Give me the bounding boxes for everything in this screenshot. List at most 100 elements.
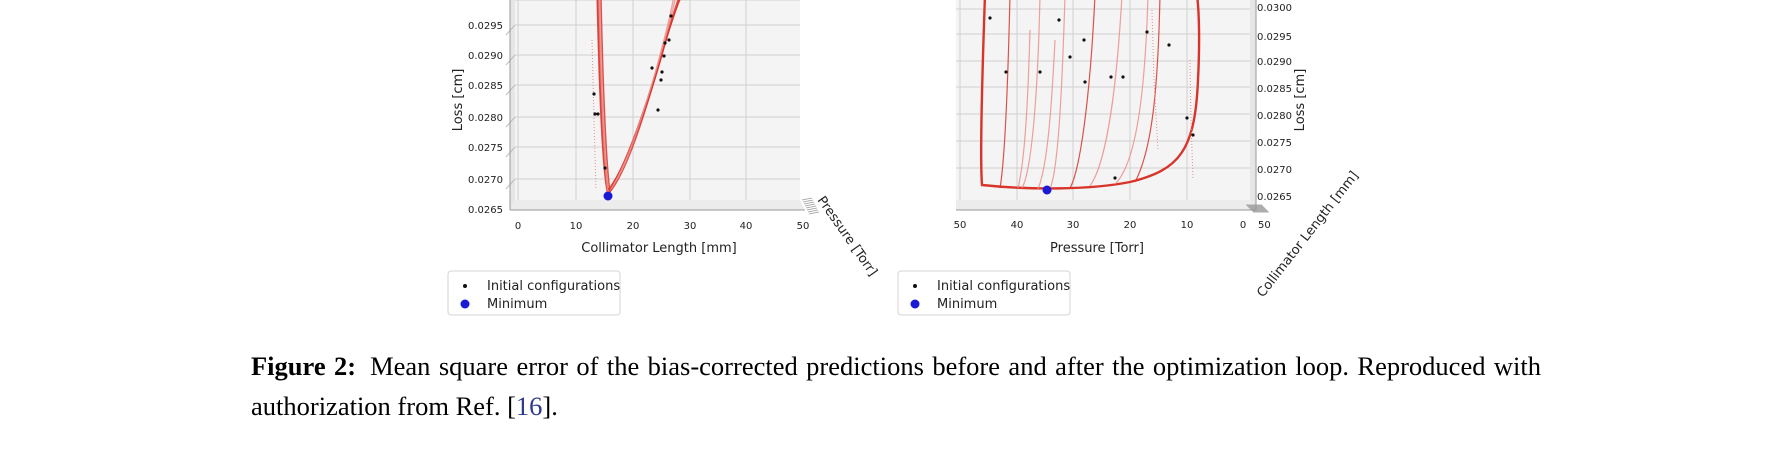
- y-axis-label: Loss [cm]: [1293, 69, 1308, 132]
- y-tick: 0.0285: [468, 81, 503, 92]
- y-tick: 0.0275: [1257, 138, 1292, 149]
- initial-config-point: [1185, 116, 1189, 120]
- y-tick: 0.0270: [468, 175, 503, 186]
- initial-config-point: [660, 70, 664, 74]
- initial-config-point: [662, 54, 666, 58]
- minimum-point: [603, 191, 613, 201]
- trajectory-curve: [1049, 0, 1066, 190]
- trajectory-curve: [600, 0, 680, 194]
- figure-caption: Figure 2: Mean square error of the bias-c…: [251, 346, 1541, 426]
- initial-config-point: [669, 14, 673, 18]
- initial-config-point: [1121, 75, 1125, 79]
- loss-vs-pressure-plot: 0.0300 0.0295 0.0290 0.0285 0.0280 0.027…: [890, 0, 1362, 320]
- initial-config-point: [1109, 75, 1113, 79]
- trajectory-curve: [1069, 0, 1096, 189]
- depth-tick-mark: [802, 199, 814, 203]
- y-tick: 0.0295: [1257, 32, 1292, 43]
- initial-config-point: [1068, 55, 1072, 59]
- depth-tick-mark: [804, 203, 816, 207]
- trajectory-curve: [1089, 0, 1123, 187]
- x-axis-label: Collimator Length [mm]: [581, 241, 736, 256]
- trajectory-curve: [591, 39, 597, 191]
- depth-tick-mark: [805, 205, 817, 209]
- side-pane: [1250, 0, 1256, 210]
- legend: Initial configurations Minimum: [897, 270, 1071, 316]
- y-tick: 0.0295: [468, 21, 503, 32]
- initial-config-point: [603, 166, 607, 170]
- loss-vs-collimator-svg: 0.0295 0.0290 0.0285 0.0280 0.0275 0.027…: [447, 0, 880, 316]
- trajectory-curve: [1134, 0, 1161, 183]
- legend-minimum-label: Minimum: [937, 297, 997, 312]
- depth-tick-mark: [801, 197, 813, 201]
- depth-tick-mark: [806, 207, 818, 211]
- side-pane: [510, 0, 515, 210]
- trajectory-curves: [591, 0, 681, 196]
- legend-minimum-label: Minimum: [487, 297, 547, 312]
- x-tick: 20: [627, 221, 640, 232]
- x-tick: 20: [1124, 220, 1137, 231]
- x-tick: 50: [954, 220, 967, 231]
- y-tick: 0.0280: [1257, 111, 1292, 122]
- trajectory-curve: [979, 0, 1201, 190]
- grid-lines: [505, 0, 820, 215]
- y-tick: 0.0265: [1257, 192, 1292, 203]
- depth-axis-label: Pressure [Torr]: [814, 194, 880, 280]
- minimum-point: [1042, 185, 1052, 195]
- legend-initial-marker: [463, 284, 467, 288]
- back-pane: [515, 0, 800, 200]
- floor-pane: [510, 200, 805, 210]
- x-tick: 40: [740, 221, 753, 232]
- legend-box: [447, 270, 621, 316]
- caption-text: Mean square error of the bias-corrected …: [251, 351, 1541, 421]
- trajectory-curve: [1017, 29, 1031, 189]
- initial-config-point: [988, 16, 992, 20]
- y-tick: 0.0275: [468, 143, 503, 154]
- x-tick: 50: [797, 221, 810, 232]
- x-tick: 10: [1181, 220, 1194, 231]
- legend: Initial configurations Minimum: [447, 270, 621, 316]
- y-tick: 0.0300: [1257, 3, 1292, 14]
- legend-initial-label: Initial configurations: [937, 279, 1070, 294]
- legend-minimum-marker: [910, 299, 920, 309]
- depth-tick-mark: [803, 201, 815, 205]
- depth-axis-label: Collimator Length [mm]: [1254, 169, 1362, 301]
- x-axis-label: Pressure [Torr]: [1050, 241, 1144, 256]
- trajectory-curve: [999, 0, 1011, 189]
- figure-number: Figure 2:: [251, 351, 357, 381]
- y-tick: 0.0290: [468, 51, 503, 62]
- initial-config-point: [596, 112, 600, 116]
- trajectory-curve: [598, 0, 674, 196]
- y-tick: 0.0270: [1257, 165, 1292, 176]
- initial-config-point: [1145, 30, 1149, 34]
- y-axis-label: Loss [cm]: [451, 69, 466, 132]
- initial-config-point: [593, 112, 597, 116]
- legend-initial-marker: [913, 284, 917, 288]
- initial-config-point: [592, 92, 596, 96]
- legend-minimum-marker: [460, 299, 470, 309]
- initial-config-point: [1038, 70, 1042, 74]
- initial-config-point: [1083, 80, 1087, 84]
- initial-config-point: [667, 38, 671, 42]
- initial-config-point: [663, 41, 667, 45]
- initial-config-point: [1004, 70, 1008, 74]
- initial-config-point: [1113, 176, 1117, 180]
- initial-config-points: [988, 16, 1195, 180]
- x-tick: 40: [1011, 220, 1024, 231]
- depth-tick-mark: [808, 211, 820, 215]
- y-tick: 0.0265: [468, 205, 503, 216]
- trajectory-curve: [1037, 39, 1056, 190]
- caption-text-end: ].: [542, 391, 558, 421]
- legend-box: [897, 270, 1071, 316]
- trajectory-curve: [1021, 0, 1041, 189]
- initial-config-points: [592, 14, 673, 170]
- initial-config-point: [1082, 38, 1086, 42]
- initial-config-point: [656, 108, 660, 112]
- x-tick: 30: [684, 221, 697, 232]
- reference-link[interactable]: 16: [515, 391, 543, 421]
- depth-tick-mark: [807, 209, 819, 213]
- y-tick: 0.0290: [1257, 57, 1292, 68]
- initial-config-point: [650, 66, 654, 70]
- x-tick: 0: [515, 221, 521, 232]
- initial-config-point: [1057, 18, 1061, 22]
- initial-config-point: [1191, 133, 1195, 137]
